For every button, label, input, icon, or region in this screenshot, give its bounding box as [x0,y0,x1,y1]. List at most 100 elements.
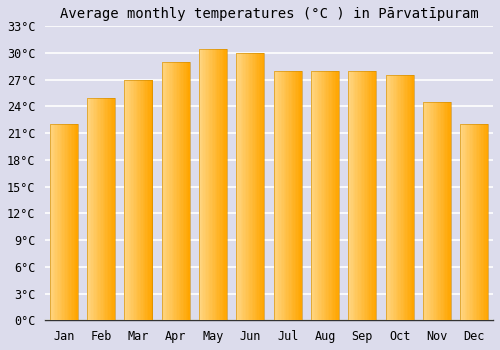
Bar [483,124,484,320]
Bar [275,71,276,320]
Bar [54,124,56,320]
Bar [460,124,462,320]
Bar [274,71,302,320]
Bar [294,71,295,320]
Bar [460,124,488,320]
Bar [476,124,477,320]
Bar [188,62,190,320]
Bar [484,124,486,320]
Bar [408,75,410,320]
Bar [290,71,292,320]
Bar [351,71,352,320]
Bar [320,71,321,320]
Bar [311,71,312,320]
Bar [100,98,101,320]
Bar [58,124,59,320]
Bar [397,75,398,320]
Bar [371,71,372,320]
Bar [286,71,288,320]
Bar [300,71,302,320]
Bar [218,49,220,320]
Bar [424,102,426,320]
Bar [348,71,376,320]
Bar [126,80,128,320]
Bar [93,98,94,320]
Bar [222,49,223,320]
Bar [260,53,262,320]
Bar [50,124,51,320]
Bar [426,102,428,320]
Bar [148,80,150,320]
Bar [223,49,224,320]
Bar [482,124,483,320]
Bar [487,124,488,320]
Bar [57,124,58,320]
Bar [258,53,259,320]
Bar [62,124,64,320]
Bar [436,102,437,320]
Bar [104,98,106,320]
Bar [430,102,432,320]
Bar [238,53,240,320]
Bar [183,62,184,320]
Bar [477,124,478,320]
Bar [212,49,213,320]
Bar [64,124,66,320]
Bar [97,98,98,320]
Bar [400,75,401,320]
Bar [335,71,336,320]
Bar [68,124,70,320]
Bar [398,75,400,320]
Bar [87,98,115,320]
Bar [450,102,451,320]
Bar [285,71,286,320]
Bar [282,71,284,320]
Bar [411,75,412,320]
Bar [330,71,332,320]
Bar [446,102,447,320]
Bar [147,80,148,320]
Bar [263,53,264,320]
Bar [87,98,88,320]
Bar [480,124,482,320]
Title: Average monthly temperatures (°C ) in Pārvatīpuram: Average monthly temperatures (°C ) in Pā… [60,7,478,21]
Bar [365,71,366,320]
Bar [98,98,100,320]
Bar [216,49,218,320]
Bar [50,124,78,320]
Bar [295,71,296,320]
Bar [372,71,374,320]
Bar [111,98,112,320]
Bar [463,124,464,320]
Bar [370,71,371,320]
Bar [334,71,335,320]
Bar [246,53,248,320]
Bar [336,71,338,320]
Bar [210,49,212,320]
Bar [202,49,203,320]
Bar [178,62,180,320]
Bar [162,62,190,320]
Bar [244,53,245,320]
Bar [76,124,78,320]
Bar [276,71,278,320]
Bar [245,53,246,320]
Bar [180,62,182,320]
Bar [140,80,141,320]
Bar [362,71,364,320]
Bar [440,102,442,320]
Bar [218,49,219,320]
Bar [324,71,325,320]
Bar [132,80,133,320]
Bar [166,62,168,320]
Bar [94,98,96,320]
Bar [289,71,290,320]
Bar [406,75,407,320]
Bar [361,71,362,320]
Bar [151,80,152,320]
Bar [280,71,281,320]
Bar [364,71,366,320]
Bar [250,53,252,320]
Bar [137,80,138,320]
Bar [366,71,368,320]
